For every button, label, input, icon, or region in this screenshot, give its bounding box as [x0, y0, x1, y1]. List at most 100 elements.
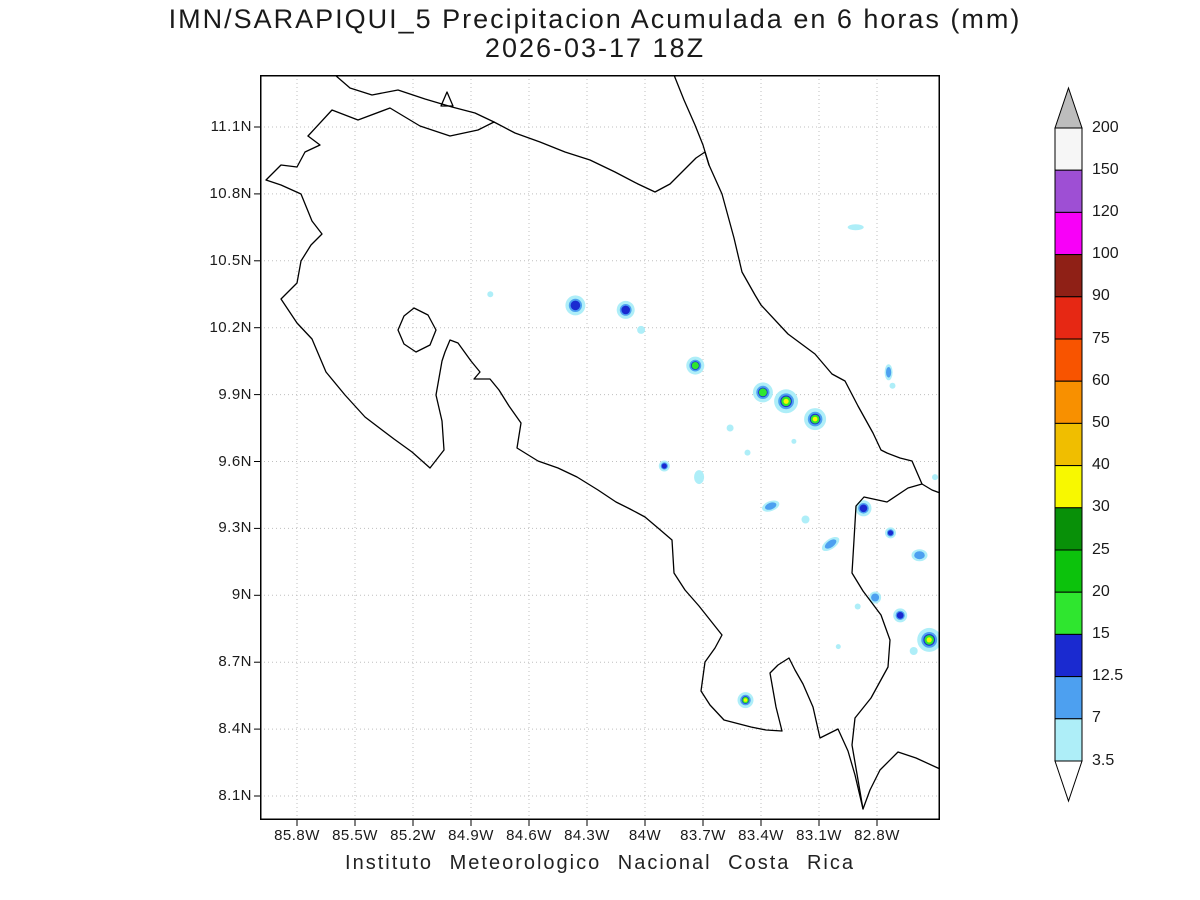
precip-spot: [752, 382, 773, 403]
precip-spot: [774, 389, 799, 414]
precip-spot: [854, 603, 861, 610]
lon-tick-label: 82.8W: [854, 827, 900, 844]
colorbar-triangle-bottom: [1054, 760, 1083, 803]
colorbar-box: [1054, 422, 1083, 467]
colorbar-level-label: 25: [1092, 540, 1110, 558]
precip-contour-ring: [801, 515, 810, 524]
precip-spot: [487, 291, 494, 298]
colorbar-box: [1054, 169, 1083, 213]
precip-spot: [804, 408, 827, 431]
precip-spot: [911, 549, 928, 562]
precip-contour-ring: [694, 470, 705, 485]
precip-contour-ring: [791, 438, 797, 444]
lon-tick-label: 83.1W: [796, 827, 842, 844]
precip-spot: [637, 325, 646, 334]
colorbar-box: [1054, 380, 1083, 424]
precip-spot: [835, 644, 841, 650]
lat-tick-label: 10.2N: [209, 318, 252, 336]
precip-contour-ring: [835, 644, 841, 650]
pacific-coastline: [265, 135, 940, 810]
precip-spot: [616, 300, 635, 319]
coastline-layer: [265, 75, 940, 810]
caribbean-coastline: [673, 75, 940, 494]
colorbar-level-label: 90: [1092, 287, 1110, 305]
chart-valid-time: 2026-03-17 18Z: [484, 33, 706, 63]
precip-contour-ring: [909, 647, 918, 655]
precipitation-layer: [487, 224, 940, 709]
precip-contour-ring: [743, 698, 748, 702]
precip-contour-ring: [637, 325, 646, 334]
colorbar-level-label: 120: [1092, 202, 1119, 220]
precip-spot: [801, 515, 810, 524]
source-footer: Instituto Meteorologico Nacional Costa R…: [345, 852, 855, 874]
colorbar-box: [1054, 549, 1083, 593]
colorbar-box: [1054, 465, 1083, 509]
precip-spot: [917, 627, 940, 652]
lake-island: [440, 91, 454, 107]
plot-frame: [260, 75, 940, 820]
lat-tick-label: 8.4N: [218, 720, 252, 738]
lon-tick-label: 85.5W: [332, 827, 378, 844]
colorbar-box: [1054, 676, 1083, 720]
nicaragua-border-line: [307, 107, 710, 193]
colorbar-level-label: 15: [1092, 624, 1110, 642]
lon-tick-label: 85.8W: [274, 827, 320, 844]
precip-contour-ring: [758, 388, 767, 397]
precip-contour-ring: [765, 502, 777, 510]
grid-layer: [260, 75, 940, 820]
colorbar-box: [1054, 338, 1083, 382]
colorbar-level-label: 150: [1092, 160, 1119, 178]
lon-tick-label: 84W: [628, 827, 662, 844]
panama-border-line: [851, 483, 923, 810]
precip-contour-ring: [859, 504, 868, 513]
lat-tick-label: 8.1N: [218, 787, 252, 804]
axis-ticks: [254, 126, 878, 826]
precip-contour-ring: [926, 637, 932, 643]
precip-spot: [885, 527, 896, 539]
precip-contour-ring: [661, 463, 667, 469]
precip-contour-ring: [812, 416, 818, 422]
lon-tick-label: 85.2W: [390, 827, 436, 844]
precip-spot: [855, 500, 872, 517]
precip-contour-ring: [487, 291, 494, 298]
lon-tick-label: 84.9W: [448, 827, 494, 844]
precip-spot: [694, 470, 705, 485]
colorbar-box: [1054, 296, 1083, 340]
precip-spot: [869, 591, 882, 604]
lat-tick-label: 9.6N: [218, 452, 252, 470]
precip-contour-ring: [783, 398, 789, 404]
precip-spot: [762, 500, 780, 512]
precip-spot: [893, 608, 908, 623]
colorbar-level-label: 3.5: [1092, 751, 1115, 769]
colorbar-level-label: 20: [1092, 582, 1110, 600]
lon-tick-label: 83.4W: [738, 827, 784, 844]
colorbar-level-label: 200: [1092, 118, 1119, 136]
lon-tick-label: 84.6W: [506, 827, 552, 844]
precip-contour-ring: [570, 300, 581, 311]
colorbar-box: [1054, 254, 1083, 298]
precip-contour-ring: [932, 474, 938, 481]
precip-spot: [932, 474, 938, 481]
colorbar-box: [1054, 718, 1083, 762]
colorbar-box: [1054, 507, 1083, 551]
precip-contour-ring: [896, 612, 904, 619]
chart-title: IMN/SARAPIQUI_5 Precipitacion Acumulada …: [168, 4, 1022, 34]
precip-contour-ring: [691, 362, 699, 370]
precip-contour-ring: [726, 424, 734, 432]
lat-tick-label: 8.7N: [218, 653, 252, 671]
colorbar-level-label: 75: [1092, 329, 1110, 347]
lat-tick-label: 9.9N: [218, 385, 252, 403]
colorbar-box: [1054, 211, 1083, 256]
colorbar-box: [1054, 591, 1083, 635]
precip-spot: [726, 424, 734, 432]
colorbar-triangle-top: [1054, 86, 1083, 129]
precip-spot: [889, 382, 896, 389]
colorbar-level-label: 100: [1092, 245, 1119, 263]
lat-tick-label: 10.8N: [209, 184, 252, 202]
precip-contour-ring: [871, 593, 880, 602]
precip-spot: [847, 224, 864, 231]
precip-contour-ring: [889, 382, 896, 389]
precip-spot: [686, 356, 705, 375]
precip-spot: [737, 692, 754, 709]
